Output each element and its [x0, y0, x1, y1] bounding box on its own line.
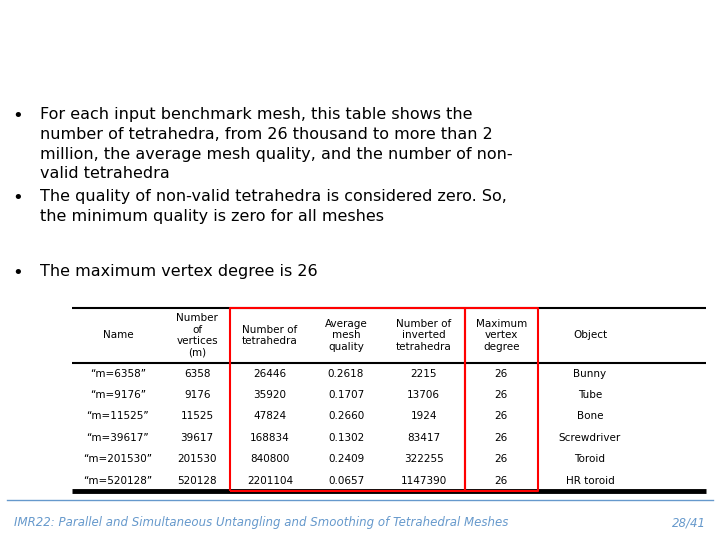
Text: 13706: 13706 [407, 390, 440, 400]
Text: 0.1707: 0.1707 [328, 390, 364, 400]
Text: “m=9176”: “m=9176” [90, 390, 146, 400]
Text: 2201104: 2201104 [247, 476, 293, 485]
Text: Bunny: Bunny [573, 369, 606, 379]
Text: 0.2660: 0.2660 [328, 411, 364, 421]
Text: 2215: 2215 [410, 369, 437, 379]
Text: 11525: 11525 [181, 411, 214, 421]
Text: 26: 26 [495, 454, 508, 464]
Text: “m=11525”: “m=11525” [86, 411, 149, 421]
Text: Average
mesh
quality: Average mesh quality [325, 319, 367, 352]
Text: 26: 26 [495, 369, 508, 379]
Text: Number of
inverted
tetrahedra: Number of inverted tetrahedra [396, 319, 451, 352]
Text: 520128: 520128 [177, 476, 217, 485]
Text: •: • [13, 264, 23, 281]
Text: “m=6358”: “m=6358” [90, 369, 146, 379]
Text: •: • [13, 189, 23, 207]
Text: 840800: 840800 [251, 454, 289, 464]
Text: Bone: Bone [577, 411, 603, 421]
Text: “m=520128”: “m=520128” [84, 476, 153, 485]
Text: Name: Name [103, 330, 133, 340]
Text: Tube: Tube [578, 390, 602, 400]
Text: Experimental methodology: Experimental methodology [9, 18, 473, 47]
Text: “m=201530”: “m=201530” [84, 454, 153, 464]
Text: 1147390: 1147390 [400, 476, 447, 485]
Text: The quality of non-valid tetrahedra is considered zero. So,
the minimum quality : The quality of non-valid tetrahedra is c… [40, 189, 506, 224]
Text: 0.0657: 0.0657 [328, 476, 364, 485]
Text: 39617: 39617 [181, 433, 214, 443]
Text: For each input benchmark mesh, this table shows the
number of tetrahedra, from 2: For each input benchmark mesh, this tabl… [40, 107, 512, 181]
Text: 26: 26 [495, 390, 508, 400]
Text: Toroid: Toroid [575, 454, 606, 464]
Text: 26: 26 [495, 476, 508, 485]
Text: HR toroid: HR toroid [566, 476, 614, 485]
Text: 9176: 9176 [184, 390, 210, 400]
Text: Number
of
vertices
(m): Number of vertices (m) [176, 313, 218, 357]
Text: 1924: 1924 [410, 411, 437, 421]
Text: 0.2409: 0.2409 [328, 454, 364, 464]
Text: 0.1302: 0.1302 [328, 433, 364, 443]
Text: “m=39617”: “m=39617” [86, 433, 149, 443]
Text: 322255: 322255 [404, 454, 444, 464]
Text: 6358: 6358 [184, 369, 210, 379]
Text: 168834: 168834 [250, 433, 290, 443]
Text: 0.2618: 0.2618 [328, 369, 364, 379]
Text: 26: 26 [495, 433, 508, 443]
Text: Number of
tetrahedra: Number of tetrahedra [242, 325, 298, 346]
Text: 35920: 35920 [253, 390, 287, 400]
Text: 201530: 201530 [177, 454, 217, 464]
Text: Object: Object [573, 330, 607, 340]
Text: IMR22: Parallel and Simultaneous Untangling and Smoothing of Tetrahedral Meshes: IMR22: Parallel and Simultaneous Untangl… [14, 516, 509, 529]
Text: Screwdriver: Screwdriver [559, 433, 621, 443]
Text: 26446: 26446 [253, 369, 287, 379]
Text: Maximum
vertex
degree: Maximum vertex degree [476, 319, 527, 352]
Text: 83417: 83417 [407, 433, 440, 443]
Text: 26: 26 [495, 411, 508, 421]
Text: 47824: 47824 [253, 411, 287, 421]
Text: The maximum vertex degree is 26: The maximum vertex degree is 26 [40, 264, 318, 279]
Text: 28/41: 28/41 [672, 516, 706, 529]
Text: •: • [13, 107, 23, 125]
